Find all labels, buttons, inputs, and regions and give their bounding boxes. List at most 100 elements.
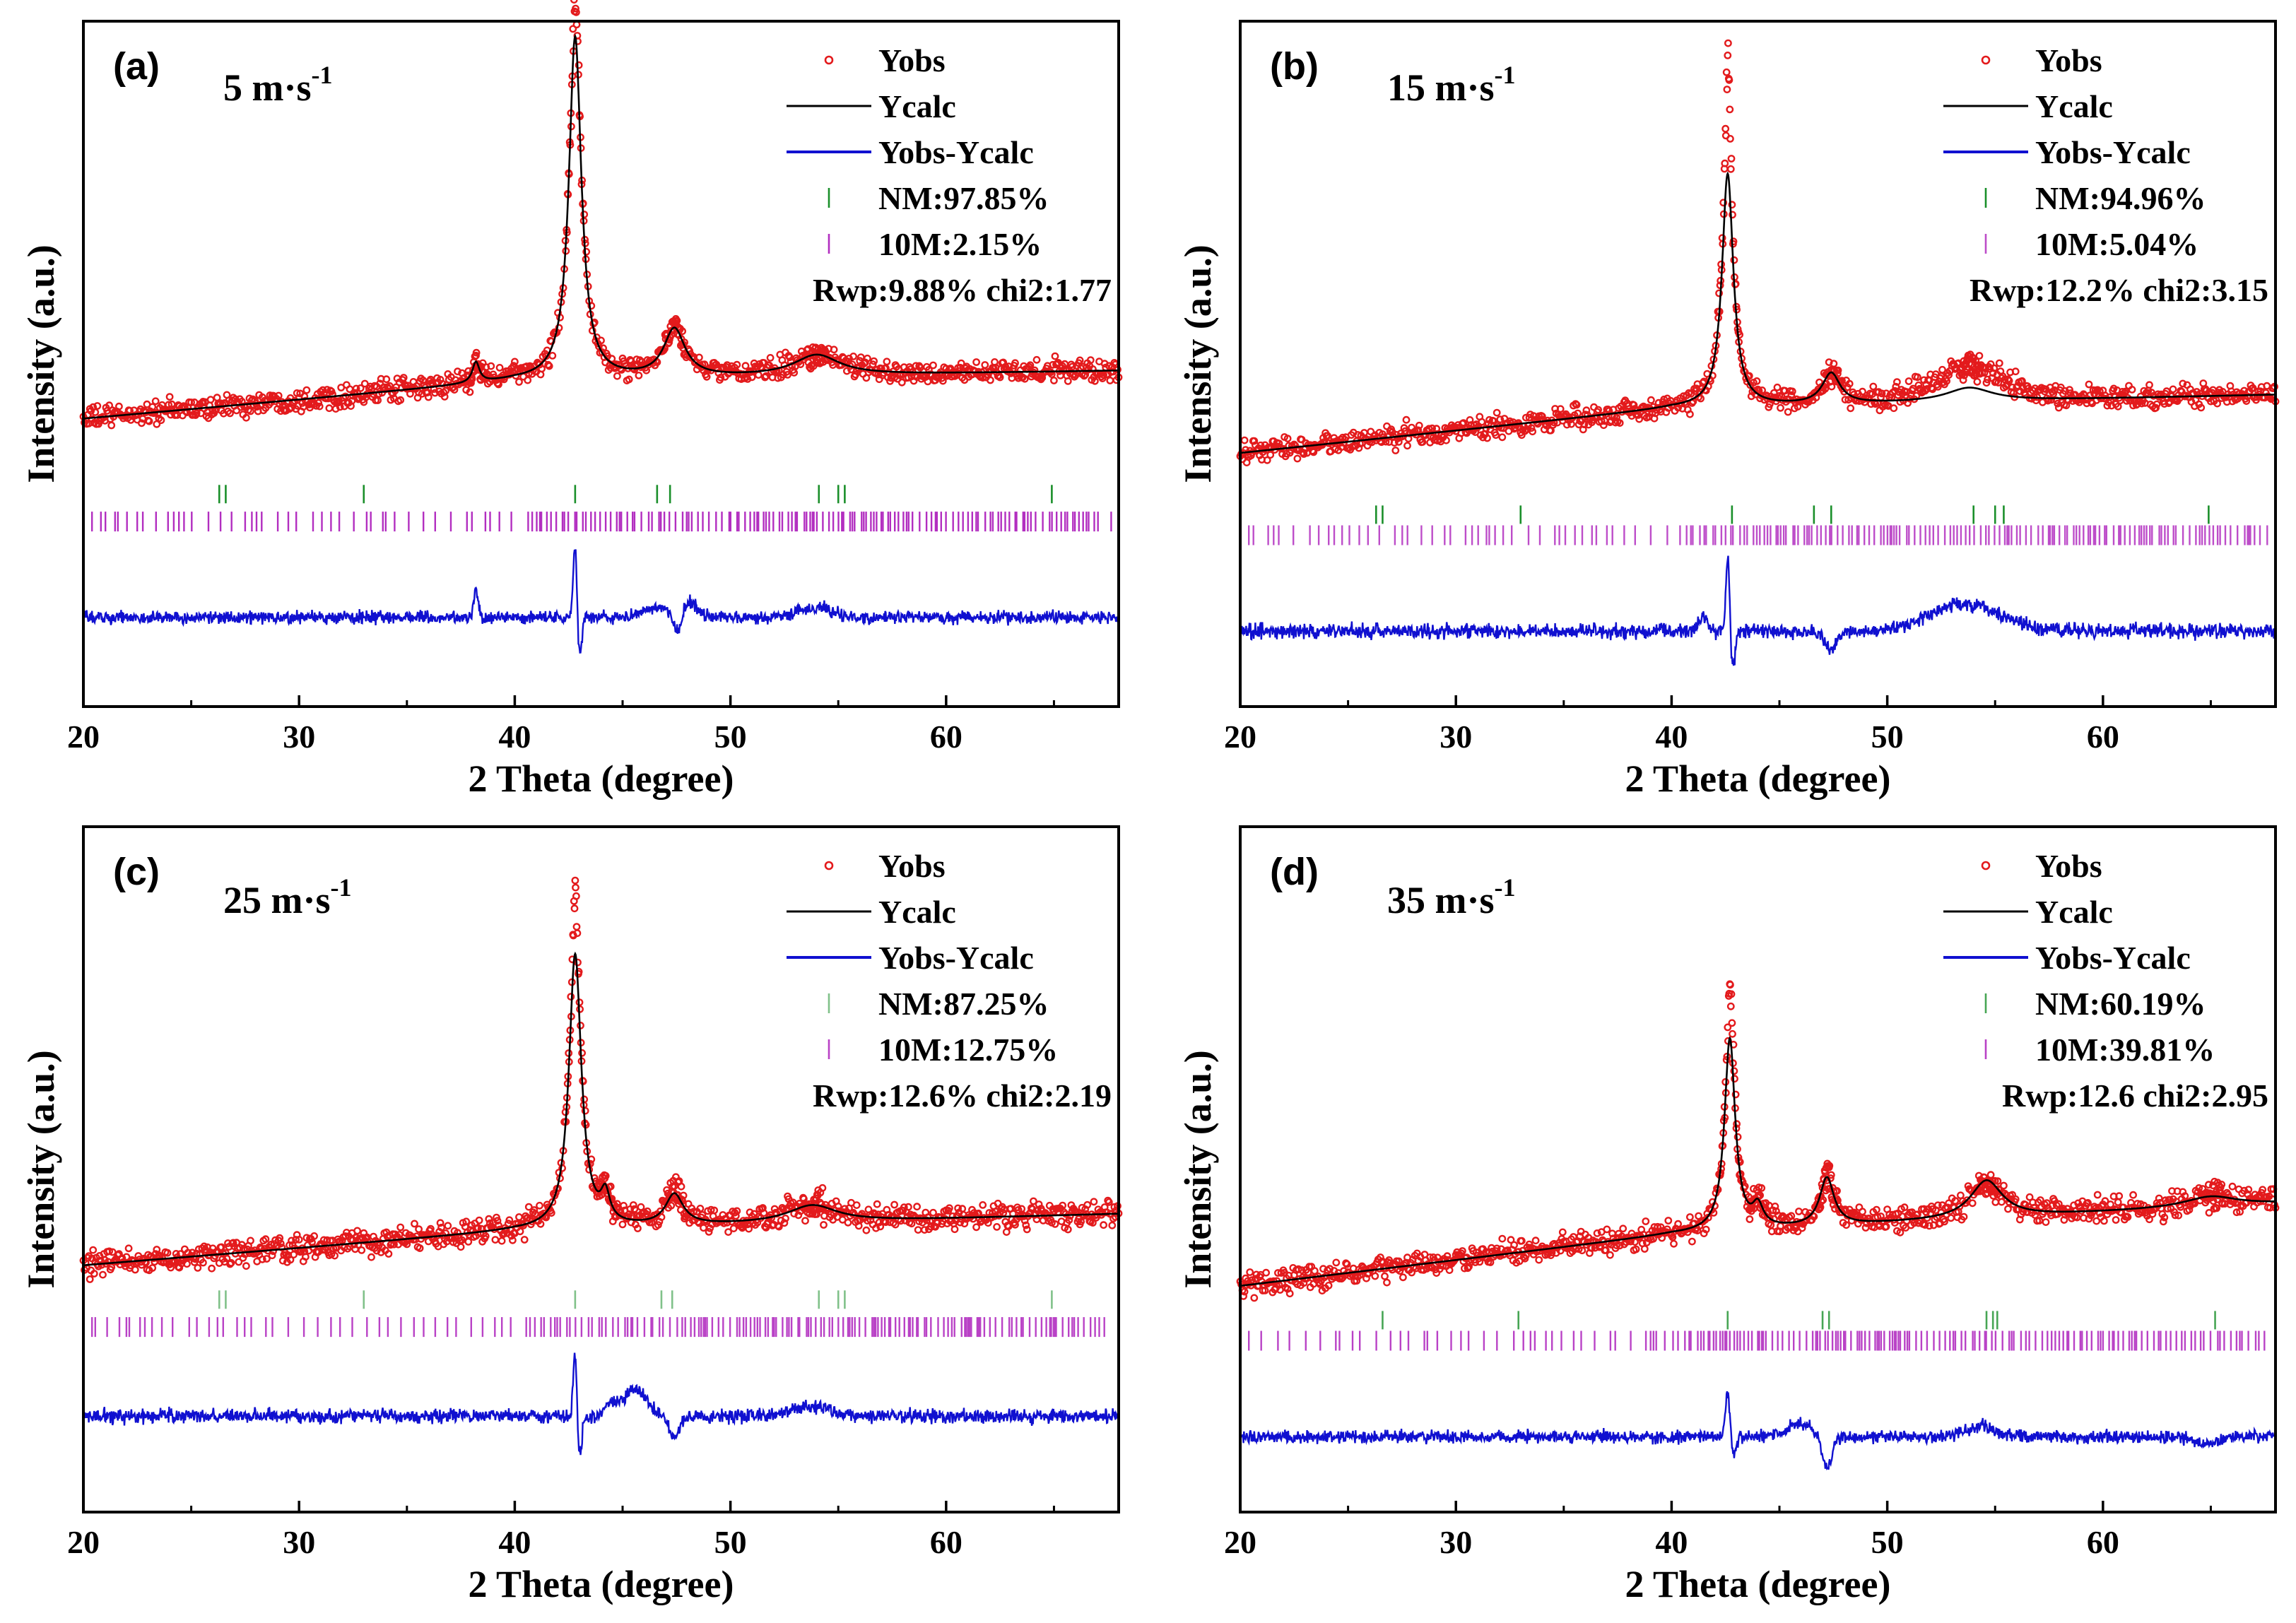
yobs-point [520,1236,529,1244]
yobs-point [242,413,250,422]
yobs-point [302,1234,311,1242]
legend-entry: Ycalc [878,88,956,124]
yobs-point [2145,381,2153,389]
nm-bragg-ticks [1382,1311,2216,1330]
yobs-point [905,1203,912,1211]
yobs-point [1994,1177,2002,1186]
yobs-point [2191,1199,2198,1208]
yobs-point [464,1238,473,1246]
yobs-point [495,364,504,372]
yobs-point [1892,382,1900,391]
yobs-point [536,1201,543,1210]
yobs-point [2018,377,2026,385]
ycalc-line [1240,171,2276,454]
yobs-point [545,362,553,370]
yobs-point [247,407,254,415]
yobs-ycalc-line [1239,555,2277,666]
yobs-point [1414,426,1423,435]
yobs-point [199,1258,207,1267]
x-tick-label: 60 [2087,719,2119,755]
legend: Yobs Ycalc Yobs-Ycalc NM:94.96% 10M:5.04% Rwp… [1943,42,2268,308]
yobs-point [1726,1002,1735,1010]
yobs-point [536,1220,545,1228]
yobs-point [2205,1209,2213,1217]
yobs-point [1106,377,1114,384]
yobs-point [1443,1252,1452,1261]
yobs-point [261,1235,270,1244]
yobs-point [801,1217,809,1225]
yobs-point [1731,1090,1740,1099]
yobs-point [630,365,639,374]
yobs-point [1963,1196,1972,1205]
yobs-point [1442,436,1450,444]
yobs-point [570,0,578,4]
yobs-point [567,993,575,1001]
yobs-point [754,371,763,379]
yobs-point [2054,403,2063,412]
yobs-point [2101,1197,2109,1205]
yobs-point [1415,421,1423,430]
yobs-point [582,247,591,256]
yobs-point [2115,1192,2124,1200]
yobs-point [1878,389,1886,398]
yobs-point [569,25,577,33]
yobs-point [920,1226,929,1234]
yobs-point [1535,1256,1543,1264]
yobs-point [606,1182,615,1191]
yobs-point [1531,1237,1540,1245]
yobs-point [194,1264,202,1272]
yobs-point [929,361,937,370]
yobs-point [1263,456,1271,464]
yobs-point [1428,424,1437,432]
yobs-point [1869,382,1878,391]
yobs-point [1726,165,1735,173]
yobs-point [515,378,523,386]
yobs-point [1968,1199,1977,1208]
yobs-point [325,404,334,413]
yobs-point [1353,1277,1361,1285]
yobs-point [1715,289,1724,297]
yobs-point [1726,134,1734,143]
yobs-point [172,1250,180,1258]
yobs-point [1630,401,1638,409]
yobs-point [972,358,981,366]
yobs-point [1582,406,1591,415]
x-axis-label: 2 Theta (degree) [469,757,734,800]
yobs-point [1517,1237,1526,1245]
yobs-point [2121,387,2130,396]
yobs-point [993,1223,1001,1231]
legend-yobs-symbol [824,55,834,65]
x-tick-label: 20 [67,1524,100,1560]
yobs-point [2218,1181,2226,1188]
yobs-point [1498,433,1507,442]
yobs-point [1960,1212,1968,1221]
ycalc-line [83,951,1119,1266]
yobs-point [1784,408,1792,416]
yobs-point [2242,397,2251,405]
yobs-point [1941,1217,1948,1226]
yobs-point [217,1243,225,1251]
yobs-point [530,1206,538,1214]
yobs-point [873,1200,881,1208]
yobs-point [723,361,731,370]
yobs-point [729,1224,738,1233]
yobs-point [1685,1213,1694,1221]
yobs-point [1896,1228,1904,1237]
yobs-point [1619,1224,1627,1233]
yobs-point [929,1208,937,1217]
yobs-point [634,1224,642,1232]
yobs-point [1478,418,1486,426]
yobs-point [972,1223,981,1232]
yobs-point [800,1195,808,1203]
yobs-point [1383,1278,1391,1287]
yobs-point [462,1217,471,1226]
yobs-point [295,1236,303,1244]
legend-entry: 10M:12.75% [878,1032,1058,1068]
yobs-point [820,1221,828,1229]
yobs-point [613,372,621,380]
yobs-point [382,375,391,384]
yobs-point [1756,1191,1765,1200]
yobs-point [1394,438,1403,446]
yobs-point [1819,1196,1827,1204]
yobs-point [956,1218,965,1227]
